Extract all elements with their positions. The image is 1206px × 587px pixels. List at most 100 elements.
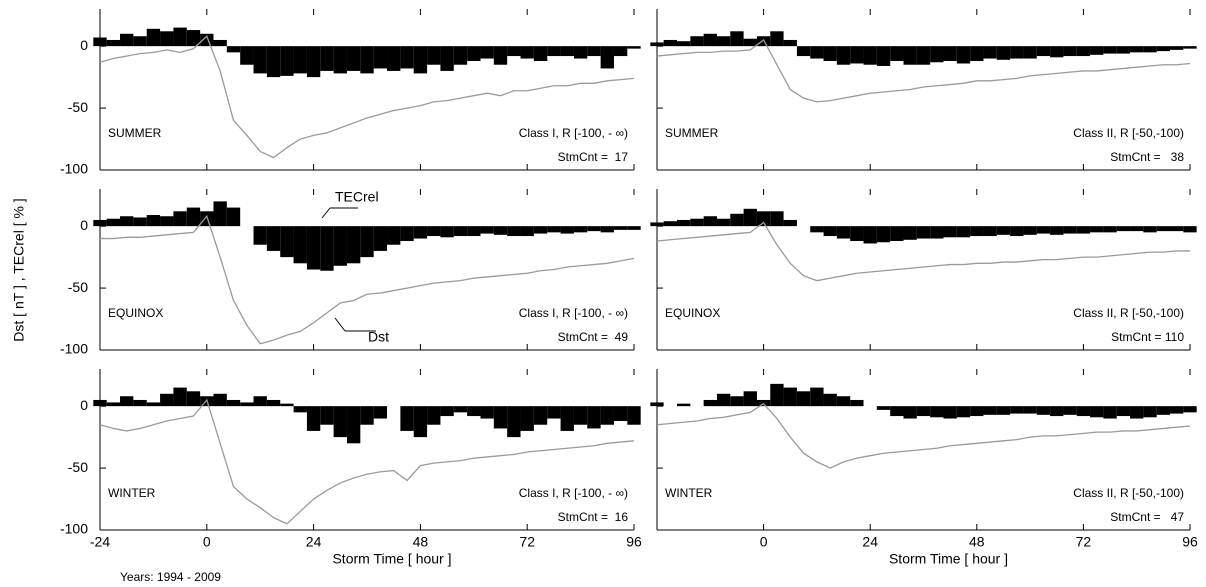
- tec-bar: [983, 406, 997, 415]
- dst-line: [100, 214, 635, 345]
- tec-bar: [293, 46, 307, 74]
- tec-bar: [730, 31, 744, 47]
- x-tick-label: 72: [1076, 534, 1092, 550]
- tec-bar: [253, 226, 267, 245]
- tec-bar: [600, 46, 614, 69]
- tec-bar: [333, 406, 347, 438]
- y-tick-label: 0: [80, 37, 88, 53]
- x-tick-label: 48: [969, 534, 985, 550]
- dst-line: [656, 402, 1191, 469]
- tec-bar: [716, 218, 731, 227]
- dst-line: [99, 398, 635, 525]
- tec-bar: [213, 39, 227, 47]
- tec-bar: [533, 226, 548, 234]
- tec-bar: [547, 226, 561, 233]
- tec-bar: [373, 46, 388, 69]
- tec-bar: [996, 406, 1011, 415]
- tec-bar: [703, 216, 717, 227]
- tec-bar: [106, 39, 121, 47]
- tec-bar: [823, 393, 837, 407]
- tec-bar: [280, 226, 294, 258]
- tec-bar: [850, 226, 864, 242]
- tec-bar: [876, 226, 891, 243]
- tec-bar: [650, 42, 664, 47]
- tec-bar: [320, 406, 334, 425]
- tec-bar: [1023, 226, 1037, 235]
- tec-bar: [1116, 406, 1131, 417]
- tec-bar: [1103, 226, 1117, 233]
- tec-bar: [520, 226, 534, 237]
- tec-bar: [1076, 46, 1091, 57]
- tec-bar: [703, 399, 717, 407]
- tec-bar: [1170, 226, 1184, 232]
- x-axis-label: Storm Time [ hour ]: [889, 551, 1008, 567]
- footnote: Years: 1994 - 2009: [120, 570, 221, 584]
- tec-bar: [1130, 406, 1144, 419]
- tec-bar: [173, 27, 187, 47]
- tec-bar: [876, 406, 891, 410]
- tec-bar: [160, 393, 174, 407]
- tec-bar: [373, 406, 388, 419]
- tec-bar: [400, 226, 414, 242]
- tec-bar: [186, 30, 201, 47]
- tec-bar: [226, 46, 241, 53]
- class-label: Class I, R [-100, - ∞): [519, 486, 628, 500]
- tec-bar: [836, 226, 851, 239]
- tec-bar: [850, 46, 864, 64]
- tec-bar: [1170, 406, 1184, 414]
- count-label: StmCnt = 110: [1111, 330, 1184, 344]
- tec-bar: [770, 211, 784, 227]
- tec-bar: [676, 41, 691, 47]
- tec-bar: [253, 396, 267, 407]
- tec-bar: [346, 226, 361, 264]
- tec-bar: [387, 46, 401, 71]
- tec-bar: [1143, 46, 1157, 53]
- tec-bar: [480, 226, 494, 234]
- y-tick-label: -100: [60, 521, 88, 537]
- tec-bar: [507, 226, 521, 237]
- tec-bar: [320, 226, 334, 271]
- x-axis-label: Storm Time [ hour ]: [332, 551, 451, 567]
- tec-bar: [146, 215, 161, 227]
- tec-bar: [956, 46, 971, 64]
- tec-bar: [306, 226, 321, 270]
- tec-bar: [280, 46, 294, 76]
- tec-bar: [956, 406, 971, 418]
- tec-bar: [226, 399, 241, 407]
- tec-bar: [770, 31, 784, 47]
- tec-bar: [876, 46, 891, 66]
- tec-bar: [1183, 226, 1197, 233]
- tec-bar: [587, 226, 601, 232]
- x-tick-label: 72: [519, 534, 535, 550]
- season-label: WINTER: [108, 486, 156, 500]
- tec-bar: [133, 36, 147, 47]
- tec-bar: [676, 403, 691, 407]
- tec-bar: [810, 226, 824, 233]
- count-label: StmCnt = 47: [1110, 510, 1184, 524]
- tec-bar: [573, 226, 588, 233]
- tec-bar: [360, 406, 374, 425]
- tec-bar: [823, 226, 837, 237]
- tec-bar: [547, 406, 561, 419]
- tec-bar: [1036, 406, 1051, 415]
- tec-bar: [613, 226, 628, 230]
- tec-bar: [413, 406, 428, 438]
- tec-bar: [440, 46, 454, 71]
- tec-bar: [213, 393, 227, 407]
- x-tick-label: 96: [626, 534, 642, 550]
- tec-bar: [440, 406, 454, 417]
- tec-bar: [850, 399, 864, 407]
- dst-line: [99, 35, 635, 159]
- tec-bar: [796, 391, 811, 407]
- tec-bar: [106, 402, 121, 407]
- y-tick-label: 0: [80, 397, 88, 413]
- tec-bar: [120, 33, 134, 47]
- tec-bar: [613, 406, 628, 422]
- tec-bar: [266, 46, 281, 78]
- tec-bar: [160, 31, 174, 47]
- tec-bar: [716, 393, 731, 407]
- tec-bar: [493, 406, 508, 429]
- tec-bar: [560, 226, 574, 234]
- tec-bar: [1010, 46, 1024, 59]
- tec-bar: [823, 46, 837, 62]
